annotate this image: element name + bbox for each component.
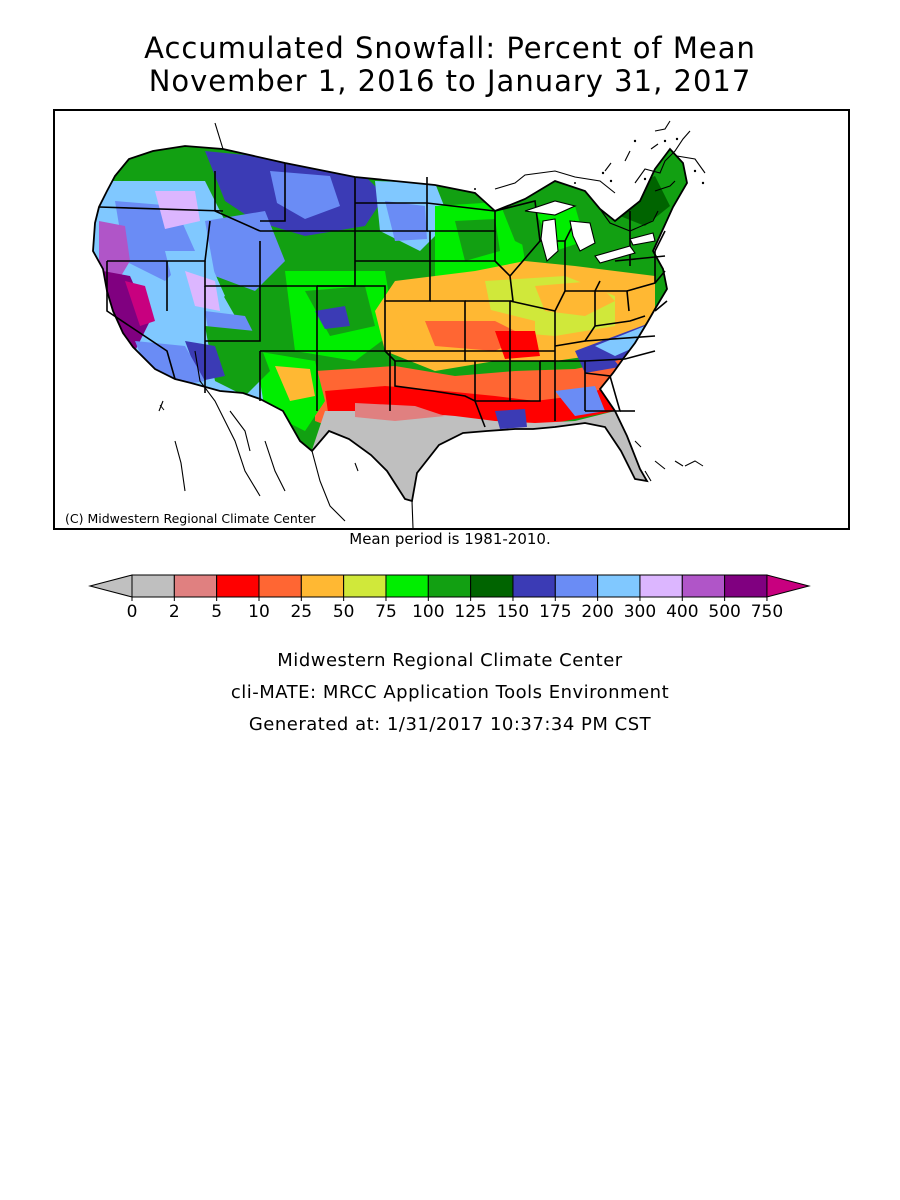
map-title-line-2: November 1, 2016 to January 31, 2017 [148,64,752,98]
coastal-dots [474,137,705,190]
mean-period-note: Mean period is 1981-2010. [349,530,551,548]
map-title-line-1: Accumulated Snowfall: Percent of Mean [144,31,756,65]
legend-label: 5 [211,602,222,622]
footer-generated-at: Generated at: 1/31/2017 10:37:34 PM CST [248,714,652,735]
color-legend: 0 2 5 10 25 50 75 100 125 150 175 200 300 400 500 750 [88,574,811,622]
legend-label: 300 [624,602,656,622]
legend-label: 75 [375,602,397,622]
legend-label: 750 [751,602,783,622]
neighbor-coastlines [158,120,706,528]
islands [159,404,704,467]
legend-swatch [597,574,641,598]
legend-swatch [512,574,556,598]
great-lakes [524,200,656,264]
legend-label: 400 [666,602,698,622]
legend-label: 50 [333,602,355,622]
legend-label: 2 [169,602,180,622]
legend-above-arrow [766,574,811,598]
footer-application: cli-MATE: MRCC Application Tools Environ… [230,682,670,703]
legend-label: 125 [454,602,486,622]
legend-swatch [470,574,514,598]
legend-swatch [173,574,218,598]
legend-label: 100 [412,602,444,622]
legend-swatch [554,574,599,598]
copyright-notice: (C) Midwestern Regional Climate Center [65,511,316,526]
legend-swatch [639,574,683,598]
legend-swatch [681,574,726,598]
legend-label: 10 [248,602,270,622]
legend-swatch [724,574,768,598]
legend-label: 500 [708,602,740,622]
legend-swatch [258,574,302,598]
shaded-field [93,146,687,501]
footer-organization: Midwestern Regional Climate Center [277,650,623,671]
legend-swatch [131,574,175,598]
legend-swatch [300,574,345,598]
legend-label: 25 [290,602,312,622]
snowfall-map [92,120,706,528]
legend-label: 200 [581,602,613,622]
legend-label: 0 [127,602,138,622]
legend-swatch [427,574,472,598]
legend-label: 175 [539,602,571,622]
legend-swatch [343,574,387,598]
legend-swatch [216,574,260,598]
map-frame: (C) Midwestern Regional Climate Center [53,109,850,530]
legend-swatch [385,574,429,598]
legend-below-arrow [88,574,133,598]
legend-label: 150 [497,602,529,622]
state-boundaries [98,163,668,428]
